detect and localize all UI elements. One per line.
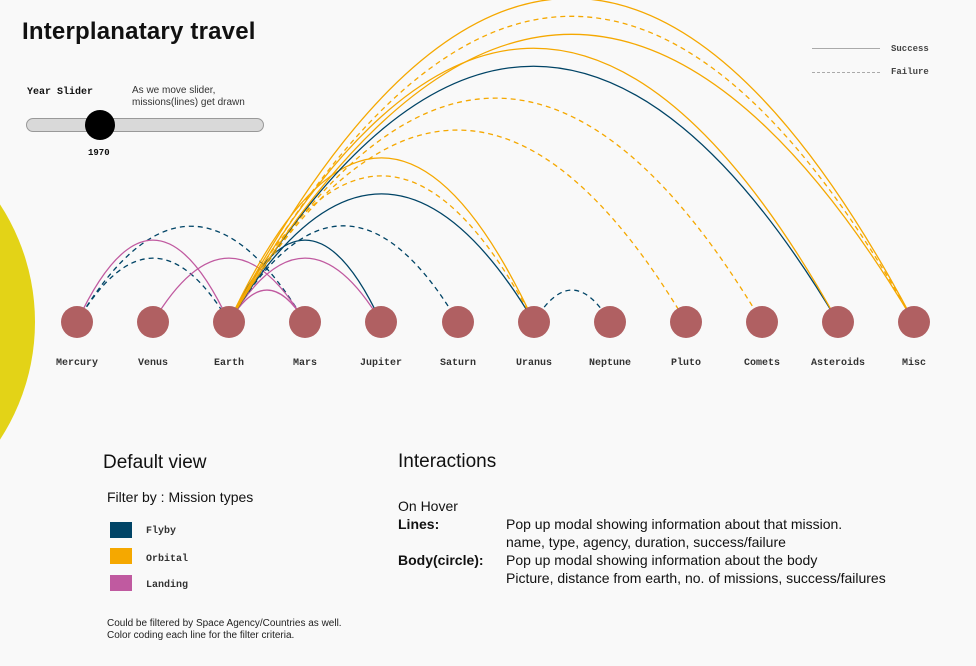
year-slider-value: 1970 [88,148,110,158]
body-node-uranus[interactable] [518,306,550,338]
lines-label: Lines: [398,516,440,532]
landing-swatch[interactable] [110,575,132,591]
mission-arc-mercury-mars[interactable] [76,225,306,323]
mission-arc-venus-mars[interactable] [152,257,306,323]
body-node-mercury[interactable] [61,306,93,338]
filter-title: Filter by : Mission types [107,489,254,505]
body-node-jupiter[interactable] [365,306,397,338]
body-label-saturn: Saturn [439,358,476,369]
lines-text-2: name, type, agency, duration, success/fa… [506,534,786,550]
mission-arc-earth-misc[interactable] [228,15,915,323]
body-label-uranus: Uranus [515,358,552,369]
mission-arc-earth-uranus[interactable] [228,175,535,323]
mission-arc-earth-asteroids[interactable] [228,47,839,323]
body-label-asteroids: Asteroids [810,358,865,369]
on-hover-label: On Hover [398,498,458,514]
body-label-pluto: Pluto [670,358,701,369]
mission-arc-earth-misc[interactable] [228,0,915,323]
mission-arc-earth-uranus[interactable] [228,193,535,323]
filter-note-line1: Could be filtered by Space Agency/Countr… [107,618,342,629]
body-node-earth[interactable] [213,306,245,338]
orbital-label[interactable]: Orbital [146,554,189,565]
orbital-swatch[interactable] [110,548,132,564]
default-view-title: Default view [103,452,207,473]
lines-label-text: Lines [398,516,435,532]
mission-arc-mercury-earth[interactable] [76,239,230,323]
body-node-mars[interactable] [289,306,321,338]
body-circle-label: Body(circle): [398,552,484,568]
mission-arcs [76,0,915,323]
slider-note-line1: As we move slider, [132,85,216,96]
body-label-mercury: Mercury [55,358,98,369]
success-legend-label: Success [891,44,929,54]
flyby-swatch[interactable] [110,522,132,538]
body-node-asteroids[interactable] [822,306,854,338]
body-label-misc: Misc [901,358,926,369]
mission-arc-earth-asteroids[interactable] [228,65,839,323]
lines-text-1: Pop up modal showing information about t… [506,516,843,532]
body-node-misc[interactable] [898,306,930,338]
body-label-jupiter: Jupiter [359,358,402,369]
mission-arc-earth-pluto[interactable] [228,129,687,323]
body-label-mars: Mars [292,358,317,369]
year-slider-label: Year Slider [27,87,94,98]
body-node-neptune[interactable] [594,306,626,338]
body-label-venus: Venus [137,358,168,369]
mission-arc-mercury-earth[interactable] [76,257,230,323]
landing-label[interactable]: Landing [146,580,189,591]
body-text-2: Picture, distance from earth, no. of mis… [506,570,886,586]
body-label-neptune: Neptune [588,358,631,369]
body-text-1: Pop up modal showing information about t… [506,552,818,568]
body-node-comets[interactable] [746,306,778,338]
success-legend-line [812,48,880,49]
page-title: Interplanatary travel [22,18,256,45]
slider-note-line2: missions(lines) get drawn [132,97,245,108]
slider-note: As we move slider, missions(lines) get d… [132,85,272,109]
body-node-venus[interactable] [137,306,169,338]
flyby-label[interactable]: Flyby [146,526,177,537]
sun-body [0,204,35,440]
body-node-saturn[interactable] [442,306,474,338]
year-slider-thumb[interactable] [85,110,115,140]
mission-arc-earth-misc[interactable] [228,33,915,323]
mission-arc-earth-uranus[interactable] [228,157,535,323]
failure-legend-label: Failure [891,67,929,77]
mission-arc-earth-jupiter[interactable] [228,257,382,323]
interactions-title: Interactions [398,451,497,472]
body-node-pluto[interactable] [670,306,702,338]
body-label-comets: Comets [743,358,780,369]
body-circle-label-text: Body(circle) [398,552,479,568]
body-nodes [61,306,930,338]
failure-legend-line [812,72,880,73]
mission-arc-earth-comets[interactable] [228,97,763,323]
body-label-earth: Earth [213,358,244,369]
mission-arc-earth-saturn[interactable] [228,225,459,323]
filter-note-line2: Color coding each line for the filter cr… [107,630,295,641]
